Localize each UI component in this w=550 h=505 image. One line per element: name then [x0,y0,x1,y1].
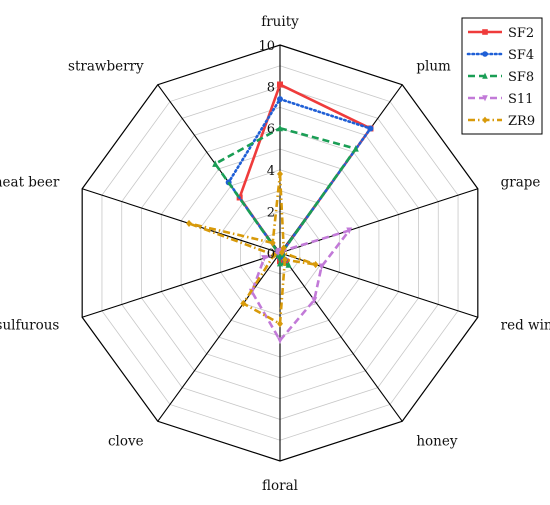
data-point [277,320,283,328]
legend-item: SF8 [468,70,534,85]
radial-tick-label: 4 [267,164,275,179]
data-point [277,96,283,103]
radial-tick-label: 0 [267,247,275,262]
radial-tick-label: 6 [267,122,275,137]
radial-tick-label: 8 [267,81,275,96]
axis-label: wheat beer [0,174,60,190]
series-line [187,172,317,326]
legend-item: SF2 [468,26,534,41]
data-point [277,259,283,267]
data-point [261,255,268,262]
axis-label: clove [108,434,144,450]
radar-axis-labels: fruity plum grape red wine honey floral clove s… [0,14,550,494]
legend-label: S11 [508,92,533,107]
data-point [186,219,193,228]
axis-spoke [157,252,281,422]
radial-tick-label: 10 [258,39,275,54]
axis-label: sulfurous [0,318,59,334]
data-point [277,337,283,344]
legend-marker [482,116,488,124]
legend-marker [482,29,488,35]
legend-marker [482,51,488,57]
legend-item: ZR9 [468,114,535,129]
data-point [277,81,283,88]
axis-label: plum [416,58,451,74]
series-line [238,83,372,263]
legend: SF2 SF4 SF8 S11 ZR9 [461,17,543,135]
axis-spoke [82,188,281,254]
legend-label: SF8 [508,70,534,85]
data-point [281,256,288,264]
axis-spoke [279,252,403,422]
series-line [213,126,358,267]
data-point [271,251,278,259]
axis-label: grape [501,174,541,190]
legend-label: SF2 [508,26,534,41]
data-point [311,297,318,304]
data-point [346,227,353,235]
data-point [277,124,283,132]
legend-label: SF4 [508,48,534,63]
data-point [367,125,374,132]
legend-marker [482,95,488,102]
radial-tick-label: 2 [267,205,275,220]
series-s11 [248,227,353,344]
legend-item: SF4 [466,48,534,63]
radar-tick-labels: 0 2 4 6 8 10 [258,39,275,262]
data-point [269,239,276,247]
legend-marker [482,72,488,79]
data-point [318,263,325,271]
data-point [275,248,282,255]
axis-label: honey [416,434,458,450]
data-point [312,260,319,269]
legend-label: ZR9 [508,114,535,129]
series-zr9 [186,170,319,328]
axis-label: floral [262,478,298,494]
data-point [277,170,283,178]
axis-label: red wine [501,318,550,334]
data-point [212,160,219,167]
data-point [285,261,292,268]
series-sf2 [236,81,374,265]
axis-spoke [82,252,281,318]
axis-label: fruity [261,14,299,30]
data-point [352,145,359,152]
legend-item: S11 [468,92,533,107]
data-point [240,299,247,308]
axis-label: strawberry [68,58,144,74]
data-point [278,248,285,256]
radar-series [186,81,374,344]
